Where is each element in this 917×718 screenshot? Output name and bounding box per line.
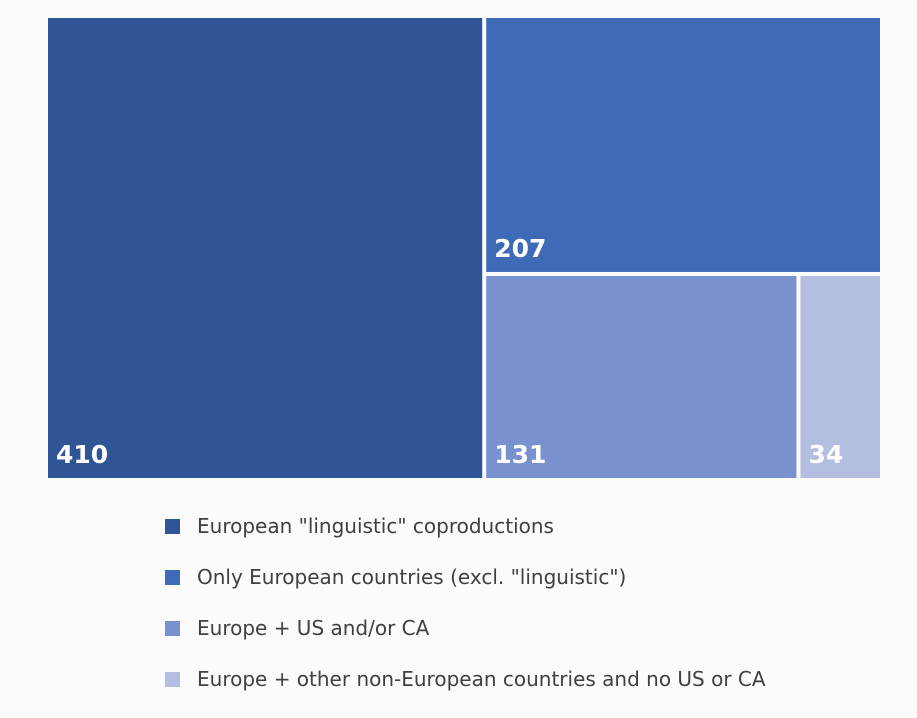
treemap-plot: 410 207 131 34 — [48, 18, 880, 478]
treemap-tile — [800, 275, 880, 478]
tile-value-label: 410 — [56, 440, 108, 469]
legend-item: Europe + US and/or CA — [165, 608, 766, 648]
tile-value-label: 34 — [808, 440, 843, 469]
legend-swatch — [165, 671, 180, 687]
treemap-tile — [48, 18, 483, 478]
legend: European "linguistic" coproductions Only… — [165, 506, 766, 710]
treemap-tile — [486, 275, 797, 478]
treemap-tile — [486, 18, 880, 272]
tile-value-label: 207 — [494, 234, 546, 263]
legend-label: Europe + other non-European countries an… — [197, 667, 766, 691]
legend-item: European "linguistic" coproductions — [165, 506, 766, 546]
legend-label: Europe + US and/or CA — [197, 616, 430, 640]
legend-item: Only European countries (excl. "linguist… — [165, 557, 766, 597]
legend-label: Only European countries (excl. "linguist… — [197, 565, 627, 589]
legend-item: Europe + other non-European countries an… — [165, 659, 766, 699]
legend-swatch — [165, 620, 180, 636]
tile-value-label: 131 — [494, 440, 546, 469]
legend-label: European "linguistic" coproductions — [197, 514, 554, 538]
legend-swatch — [165, 569, 180, 585]
legend-swatch — [165, 518, 180, 534]
